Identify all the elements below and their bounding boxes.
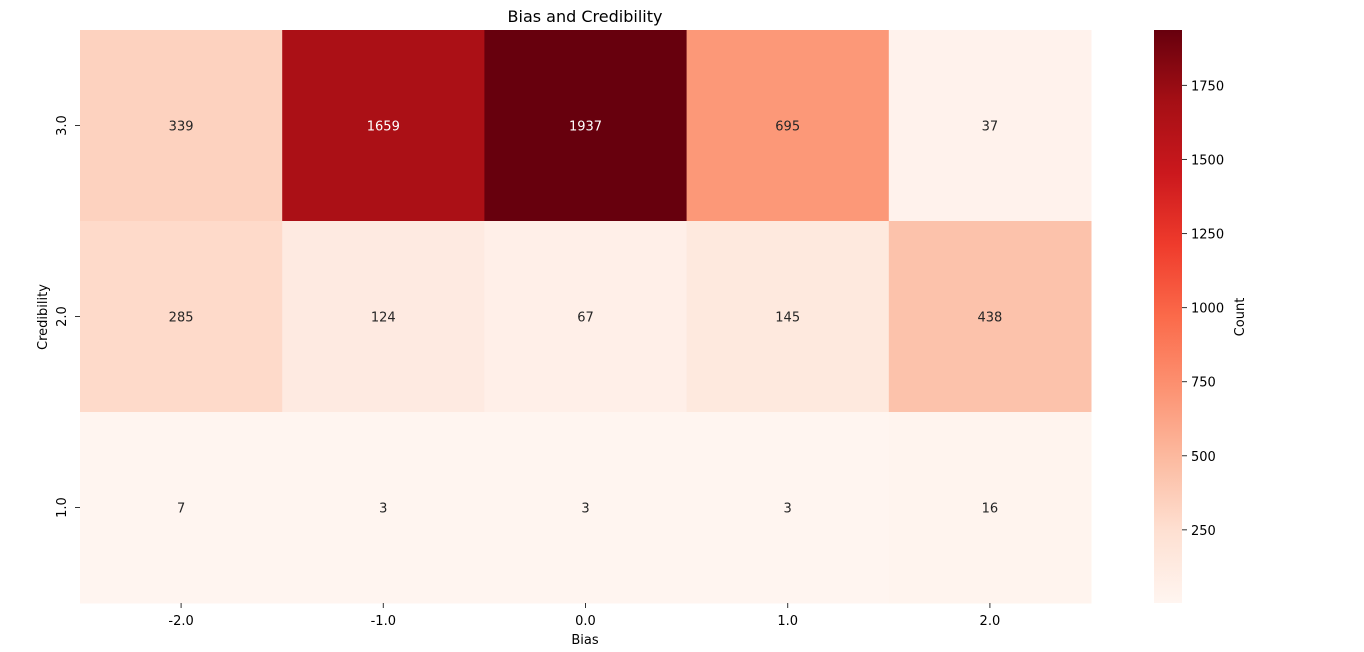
heatmap-cell (484, 30, 688, 222)
y-tick-label: 1.0 (55, 497, 70, 518)
colorbar-tick-label: 1750 (1191, 79, 1224, 94)
heatmap-cell (282, 412, 485, 604)
heatmap-cell (888, 221, 1092, 413)
cell-value-label: 7 (177, 502, 185, 517)
heatmap-cell (80, 221, 283, 413)
chart-title: Bias and Credibility (508, 7, 663, 26)
colorbar-tick-label: 750 (1191, 376, 1216, 391)
x-axis-ticks: -2.0 -1.0 0.0 1.0 2.0 (168, 603, 1000, 629)
heatmap-cell (282, 221, 485, 413)
cell-value-label: 438 (977, 311, 1002, 326)
cell-value-label: 3 (379, 502, 387, 517)
cell-value-label: 16 (982, 502, 999, 517)
heatmap-cell (282, 30, 485, 222)
cell-value-label: 3 (581, 502, 589, 517)
x-tick-label: 1.0 (777, 614, 798, 629)
x-tick-label: -2.0 (168, 614, 193, 629)
heatmap-cell (686, 30, 890, 222)
cell-value-label: 1937 (569, 120, 602, 135)
cell-value-label: 124 (371, 311, 396, 326)
heatmap-cell (80, 30, 283, 222)
cell-value-label: 145 (775, 311, 800, 326)
x-tick-label: -1.0 (371, 614, 396, 629)
x-tick-label: 2.0 (980, 614, 1001, 629)
cell-value-label: 285 (169, 311, 194, 326)
cell-value-label: 37 (982, 120, 999, 135)
cell-value-label: 1659 (367, 120, 400, 135)
y-axis-label: Credibility (36, 284, 51, 350)
cell-value-label: 695 (775, 120, 800, 135)
x-tick-label: 0.0 (575, 614, 596, 629)
heatmap-cell (484, 221, 688, 413)
colorbar-tick-label: 500 (1191, 450, 1216, 465)
y-tick-label: 2.0 (55, 306, 70, 327)
heatmap-cell (80, 412, 283, 604)
x-axis-label: Bias (571, 633, 598, 648)
colorbar-tick-label: 1500 (1191, 153, 1224, 168)
heatmap-cell (888, 412, 1092, 604)
heatmap-cell (888, 30, 1092, 222)
heatmap-cells: 339 1659 1937 695 37 285 124 67 145 438 7 3 3 3 16 (80, 30, 1092, 604)
colorbar-tick-label: 1250 (1191, 228, 1224, 243)
y-tick-label: 3.0 (55, 115, 70, 136)
colorbar (1154, 30, 1182, 603)
cell-value-label: 3 (784, 502, 792, 517)
heatmap-cell (686, 412, 890, 604)
colorbar-ticks: 250 500 750 1000 1250 1500 1750 (1182, 79, 1224, 539)
cell-value-label: 67 (577, 311, 594, 326)
colorbar-tick-label: 250 (1191, 524, 1216, 539)
colorbar-tick-label: 1000 (1191, 302, 1224, 317)
cell-value-label: 339 (169, 120, 194, 135)
y-axis-ticks: 3.0 2.0 1.0 (55, 115, 80, 518)
colorbar-label: Count (1233, 298, 1248, 337)
heatmap-cell (686, 221, 890, 413)
heatmap-cell (484, 412, 688, 604)
